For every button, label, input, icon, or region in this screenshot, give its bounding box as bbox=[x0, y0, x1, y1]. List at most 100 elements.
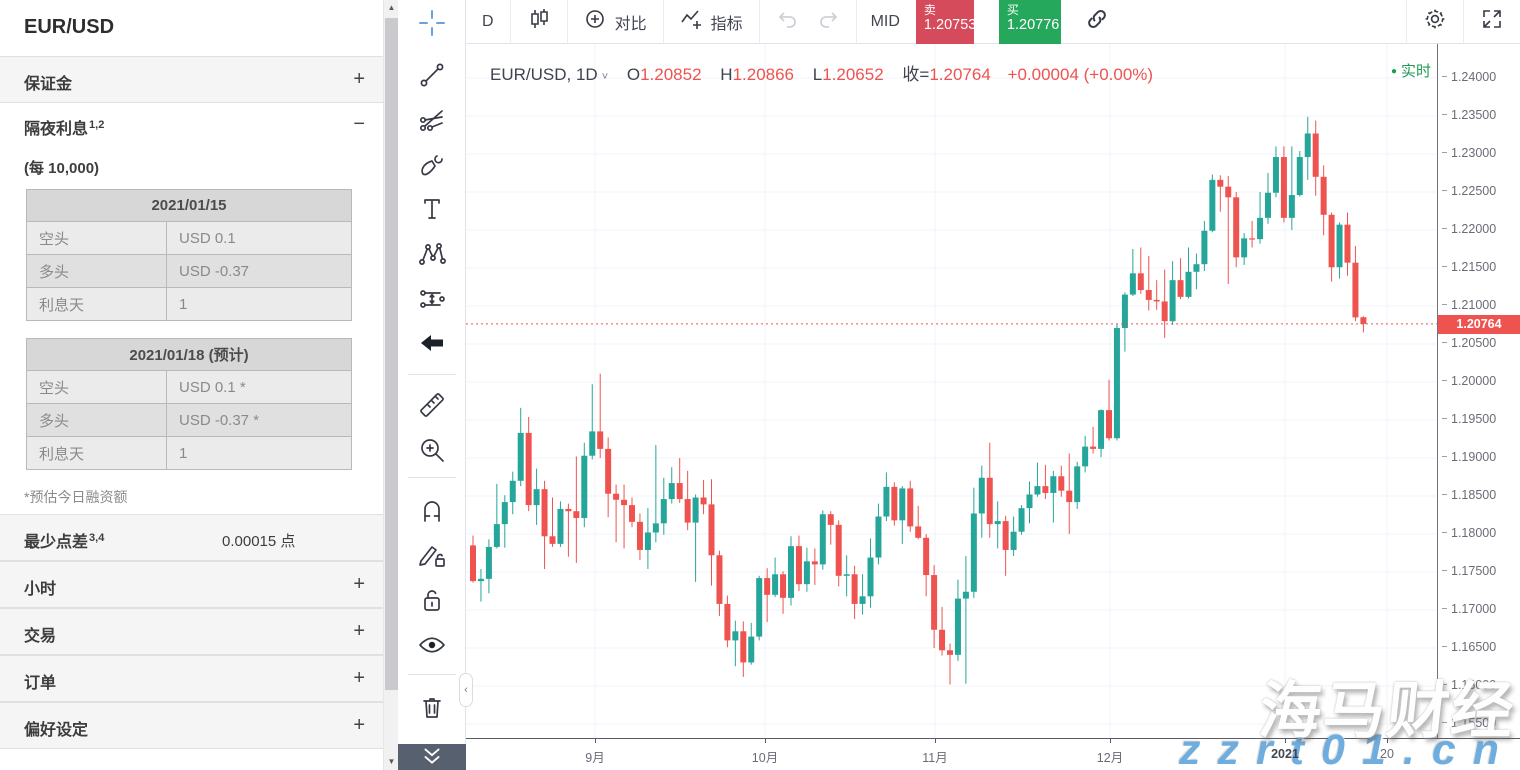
toolbar-collapse-button[interactable] bbox=[398, 744, 466, 770]
legend-symbol[interactable]: EUR/USD, 1D bbox=[490, 65, 598, 84]
candle bbox=[1336, 224, 1343, 268]
candle bbox=[827, 514, 834, 525]
footnote-marker: 3,4 bbox=[89, 532, 105, 544]
candle bbox=[1106, 410, 1112, 439]
link-chart-button[interactable] bbox=[1061, 0, 1133, 44]
change-value: +0.00004 (+0.00%) bbox=[1007, 65, 1154, 84]
time-axis[interactable]: 9月 10月 11月 12月 2021 20 bbox=[466, 738, 1520, 770]
zoom-in-icon[interactable] bbox=[417, 435, 447, 465]
section-orders-label: 订单 bbox=[24, 675, 57, 692]
plus-icon[interactable]: + bbox=[353, 573, 365, 595]
chart-settings-button[interactable] bbox=[1406, 0, 1464, 44]
min-spread-label: 最少点差 bbox=[24, 534, 89, 551]
pitchfork-icon[interactable] bbox=[417, 105, 447, 135]
candle bbox=[708, 504, 715, 556]
toolbar-divider bbox=[408, 477, 456, 478]
candle bbox=[970, 513, 977, 592]
scroll-up-icon[interactable]: ▲ bbox=[387, 3, 396, 12]
sell-button[interactable]: 卖 1.20753 bbox=[915, 0, 976, 44]
candle bbox=[660, 499, 667, 524]
buy-button[interactable]: 买 1.20776 bbox=[998, 0, 1061, 44]
trend-line-icon[interactable] bbox=[417, 60, 447, 90]
table-row: 多头 USD -0.37 * bbox=[26, 403, 352, 437]
realtime-label: 实时 bbox=[1401, 63, 1432, 80]
gear-icon bbox=[1423, 7, 1447, 36]
candle bbox=[1288, 195, 1295, 218]
chart-style-button[interactable] bbox=[511, 0, 568, 44]
plus-icon[interactable]: + bbox=[353, 68, 365, 90]
plus-icon[interactable]: + bbox=[353, 714, 365, 736]
drawing-mode-lock-icon[interactable] bbox=[417, 540, 447, 570]
minus-icon[interactable]: − bbox=[353, 113, 365, 135]
magnet-icon[interactable] bbox=[417, 495, 447, 525]
section-margin-label: 保证金 bbox=[24, 76, 73, 93]
table-row: 空头 USD 0.1 bbox=[26, 221, 352, 255]
plus-icon[interactable]: + bbox=[353, 667, 365, 689]
candles-icon bbox=[527, 7, 551, 36]
candle bbox=[1137, 273, 1144, 291]
candle bbox=[1090, 446, 1097, 449]
undo-icon[interactable] bbox=[776, 7, 800, 36]
projection-icon[interactable] bbox=[417, 284, 447, 314]
sidebar-scrollbar[interactable]: ▲ ▼ bbox=[383, 0, 398, 770]
candle bbox=[1185, 271, 1192, 297]
candle bbox=[764, 578, 771, 595]
remove-all-icon[interactable] bbox=[417, 692, 447, 722]
candle bbox=[923, 537, 930, 576]
section-trade[interactable]: 交易 + bbox=[0, 608, 383, 655]
section-orders[interactable]: 订单 + bbox=[0, 655, 383, 702]
brush-icon[interactable] bbox=[417, 150, 447, 180]
toolbar-divider bbox=[408, 374, 456, 375]
candle bbox=[978, 477, 985, 514]
price-tick-label: 1.20000 bbox=[1442, 374, 1496, 388]
price-tick-label: 1.23000 bbox=[1442, 146, 1496, 160]
compare-button[interactable]: 对比 bbox=[568, 0, 664, 44]
hide-all-icon[interactable] bbox=[417, 630, 447, 660]
candle bbox=[1066, 490, 1073, 503]
toolbar-collapse-handle[interactable]: ‹ bbox=[459, 673, 473, 707]
chevron-down-icon[interactable]: ˅ bbox=[601, 71, 609, 83]
fullscreen-button[interactable] bbox=[1464, 0, 1520, 44]
candle bbox=[772, 574, 779, 595]
candle bbox=[1272, 157, 1279, 193]
table-row: 多头 USD -0.37 bbox=[26, 254, 352, 288]
candle bbox=[636, 521, 643, 550]
section-overnight-interest[interactable]: 隔夜利息1,2 − bbox=[0, 102, 383, 149]
lock-all-icon[interactable] bbox=[417, 585, 447, 615]
candle bbox=[1257, 217, 1264, 240]
candle bbox=[684, 499, 691, 523]
measure-ruler-icon[interactable] bbox=[417, 390, 447, 420]
candle bbox=[899, 488, 906, 521]
section-margin[interactable]: 保证金 + bbox=[0, 56, 383, 103]
indicators-button[interactable]: 指标 bbox=[664, 0, 760, 44]
candle bbox=[1209, 179, 1216, 231]
plus-icon[interactable]: + bbox=[353, 620, 365, 642]
section-hours[interactable]: 小时 + bbox=[0, 561, 383, 608]
scroll-down-icon[interactable]: ▼ bbox=[387, 757, 396, 766]
candle bbox=[1177, 280, 1184, 297]
candle bbox=[962, 591, 969, 599]
candle bbox=[565, 508, 572, 512]
mid-label: MID bbox=[870, 12, 900, 30]
close-value: 1.20764 bbox=[929, 65, 991, 84]
candle bbox=[581, 455, 588, 519]
candle bbox=[883, 486, 890, 517]
crosshair-icon[interactable] bbox=[417, 8, 447, 38]
candle bbox=[1217, 179, 1224, 187]
section-min-spread: 最少点差3,4 0.00015 点 bbox=[0, 514, 383, 561]
candle bbox=[501, 502, 508, 525]
redo-icon[interactable] bbox=[816, 7, 840, 36]
candle bbox=[843, 574, 850, 576]
scrollbar-thumb[interactable] bbox=[385, 18, 398, 690]
arrow-marker-icon[interactable] bbox=[417, 328, 447, 358]
candle bbox=[931, 575, 938, 630]
price-tick-label: 1.24000 bbox=[1442, 70, 1496, 84]
candle bbox=[477, 578, 484, 582]
interval-button[interactable]: D bbox=[466, 0, 511, 44]
price-axis[interactable]: 1.20764 1.24000 1.23500 1.23000 1.22500 1.22… bbox=[1437, 44, 1520, 738]
chart-pane[interactable] bbox=[466, 44, 1437, 738]
text-tool-icon[interactable] bbox=[417, 194, 447, 224]
candle bbox=[485, 546, 492, 579]
xabcd-pattern-icon[interactable] bbox=[417, 239, 447, 269]
section-preferences[interactable]: 偏好设定 + bbox=[0, 702, 383, 749]
